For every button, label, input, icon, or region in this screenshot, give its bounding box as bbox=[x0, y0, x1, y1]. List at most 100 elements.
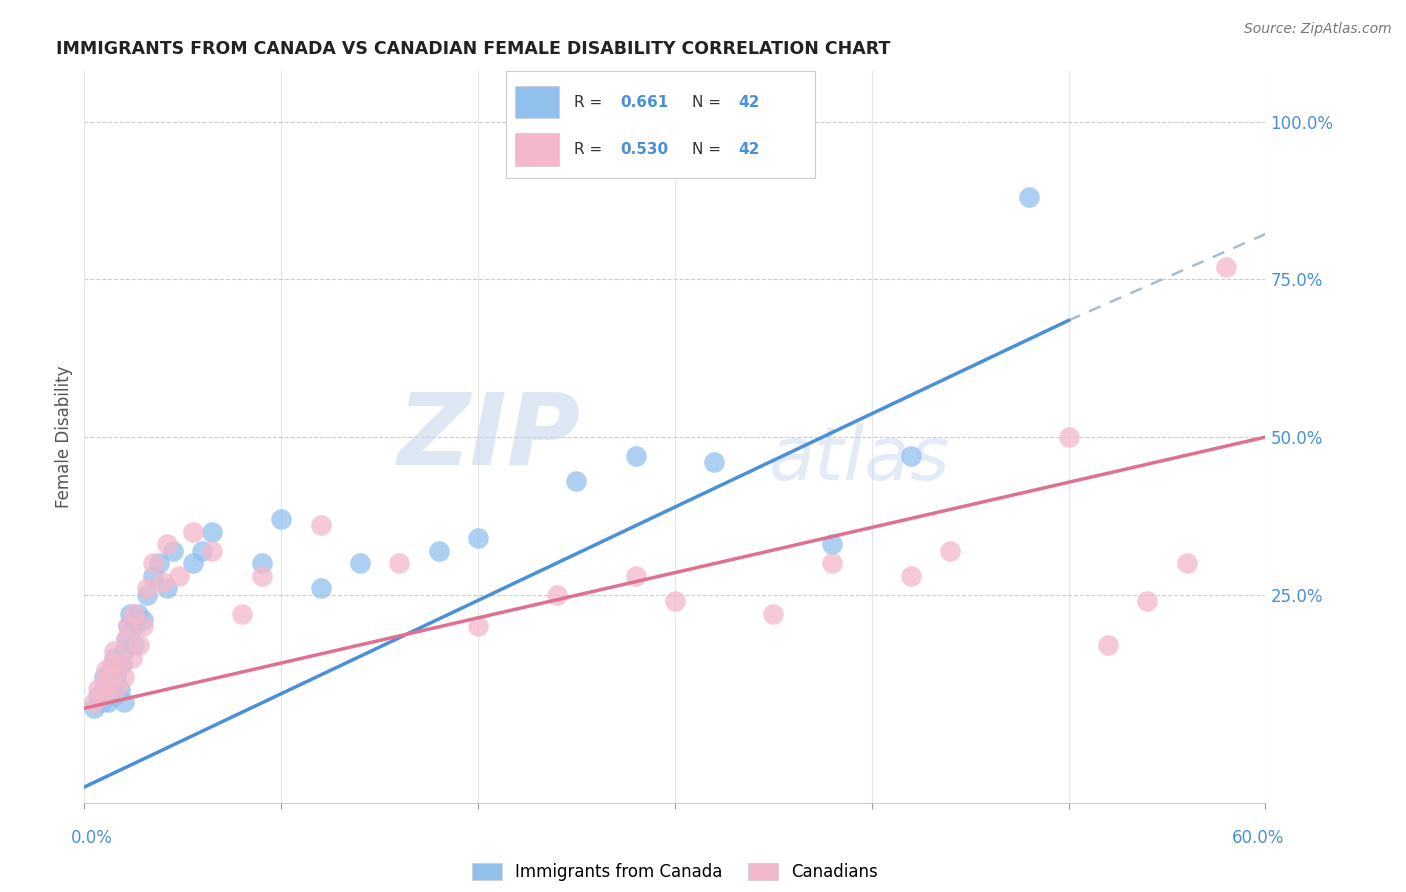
Point bbox=[108, 682, 131, 697]
Point bbox=[117, 619, 139, 633]
Point bbox=[1175, 556, 1198, 570]
Point bbox=[231, 607, 253, 621]
Point bbox=[93, 670, 115, 684]
Point bbox=[821, 537, 844, 551]
Point bbox=[624, 569, 647, 583]
Point bbox=[112, 695, 135, 709]
Point bbox=[117, 619, 139, 633]
Point bbox=[1018, 190, 1040, 204]
Point bbox=[900, 569, 922, 583]
Text: 42: 42 bbox=[738, 142, 759, 157]
Text: atlas: atlas bbox=[769, 423, 950, 495]
Point bbox=[250, 556, 273, 570]
Point bbox=[83, 701, 105, 715]
Point bbox=[250, 569, 273, 583]
Point bbox=[1215, 260, 1237, 274]
Text: N =: N = bbox=[692, 142, 725, 157]
Point bbox=[87, 682, 110, 697]
Point bbox=[128, 638, 150, 652]
FancyBboxPatch shape bbox=[516, 87, 558, 119]
Text: IMMIGRANTS FROM CANADA VS CANADIAN FEMALE DISABILITY CORRELATION CHART: IMMIGRANTS FROM CANADA VS CANADIAN FEMAL… bbox=[56, 40, 890, 58]
Point bbox=[101, 664, 124, 678]
Point bbox=[97, 682, 120, 697]
Point bbox=[136, 588, 159, 602]
Point bbox=[118, 607, 141, 621]
Text: 0.530: 0.530 bbox=[620, 142, 669, 157]
Point bbox=[1057, 430, 1080, 444]
Text: ZIP: ZIP bbox=[398, 389, 581, 485]
Point bbox=[101, 657, 124, 671]
Text: 0.661: 0.661 bbox=[620, 95, 669, 110]
Point bbox=[91, 689, 114, 703]
Point bbox=[900, 449, 922, 463]
Point bbox=[142, 569, 165, 583]
Point bbox=[546, 588, 568, 602]
Point bbox=[122, 607, 145, 621]
Point bbox=[156, 582, 179, 596]
Point bbox=[114, 632, 136, 646]
Text: Source: ZipAtlas.com: Source: ZipAtlas.com bbox=[1244, 22, 1392, 37]
Point bbox=[762, 607, 785, 621]
Point bbox=[156, 537, 179, 551]
Point bbox=[148, 556, 170, 570]
Point bbox=[93, 682, 115, 697]
Point bbox=[201, 524, 224, 539]
Legend: Immigrants from Canada, Canadians: Immigrants from Canada, Canadians bbox=[464, 855, 886, 889]
Point bbox=[114, 632, 136, 646]
Text: 0.0%: 0.0% bbox=[70, 829, 112, 847]
Point bbox=[122, 638, 145, 652]
Text: R =: R = bbox=[574, 142, 607, 157]
Point bbox=[132, 619, 155, 633]
Point bbox=[181, 556, 204, 570]
Point bbox=[104, 682, 127, 697]
Y-axis label: Female Disability: Female Disability bbox=[55, 366, 73, 508]
Point bbox=[309, 582, 332, 596]
Point bbox=[309, 518, 332, 533]
Point bbox=[103, 689, 125, 703]
Point bbox=[98, 670, 121, 684]
Point bbox=[1097, 638, 1119, 652]
Text: 60.0%: 60.0% bbox=[1232, 829, 1285, 847]
Point bbox=[821, 556, 844, 570]
Text: R =: R = bbox=[574, 95, 607, 110]
Point bbox=[167, 569, 190, 583]
Point bbox=[565, 474, 588, 488]
Point bbox=[103, 650, 125, 665]
Point bbox=[97, 695, 120, 709]
Point bbox=[87, 689, 110, 703]
Point bbox=[136, 582, 159, 596]
Point bbox=[104, 670, 127, 684]
Point bbox=[103, 644, 125, 658]
Point bbox=[201, 543, 224, 558]
Point bbox=[467, 531, 489, 545]
Point bbox=[467, 619, 489, 633]
FancyBboxPatch shape bbox=[516, 134, 558, 166]
Point bbox=[270, 512, 292, 526]
Point bbox=[939, 543, 962, 558]
Point bbox=[83, 695, 105, 709]
Point bbox=[624, 449, 647, 463]
Point bbox=[121, 650, 143, 665]
Point bbox=[162, 543, 184, 558]
Point bbox=[112, 670, 135, 684]
Text: N =: N = bbox=[692, 95, 725, 110]
Point bbox=[127, 607, 149, 621]
Text: 42: 42 bbox=[738, 95, 759, 110]
Point bbox=[122, 619, 145, 633]
Point bbox=[112, 644, 135, 658]
Point bbox=[703, 455, 725, 469]
Point bbox=[664, 594, 686, 608]
Point bbox=[191, 543, 214, 558]
Point bbox=[1136, 594, 1159, 608]
Point bbox=[142, 556, 165, 570]
Point bbox=[388, 556, 411, 570]
Point bbox=[349, 556, 371, 570]
Point bbox=[108, 657, 131, 671]
Point bbox=[111, 657, 134, 671]
Point bbox=[91, 695, 114, 709]
Point bbox=[427, 543, 450, 558]
Point bbox=[98, 676, 121, 690]
Point bbox=[181, 524, 204, 539]
Point bbox=[94, 664, 117, 678]
Point bbox=[93, 676, 115, 690]
